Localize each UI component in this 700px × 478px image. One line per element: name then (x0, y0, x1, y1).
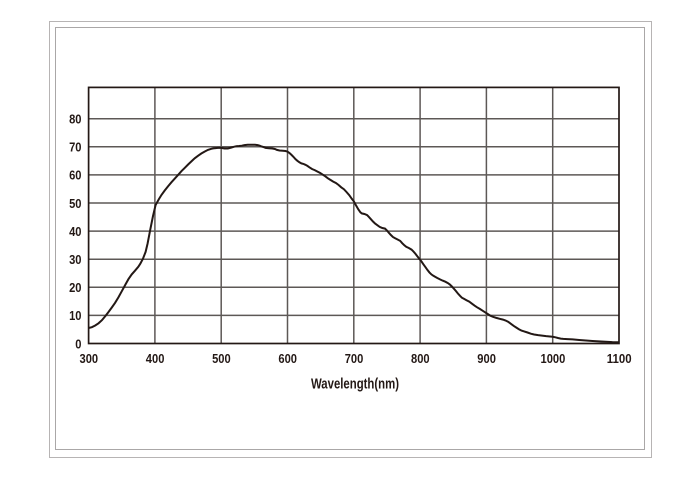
svg-text:40: 40 (69, 225, 81, 239)
svg-text:30: 30 (69, 253, 81, 267)
svg-text:60: 60 (69, 169, 81, 183)
svg-text:700: 700 (345, 352, 364, 366)
svg-text:600: 600 (278, 352, 297, 366)
svg-text:Wavelength(nm): Wavelength(nm) (311, 377, 399, 393)
svg-text:800: 800 (411, 352, 430, 366)
svg-text:900: 900 (477, 352, 496, 366)
svg-text:1100: 1100 (607, 352, 632, 366)
svg-text:70: 70 (69, 141, 81, 155)
svg-text:0: 0 (75, 337, 81, 351)
svg-text:80: 80 (69, 113, 81, 127)
svg-text:20: 20 (69, 281, 81, 295)
svg-text:300: 300 (80, 352, 99, 366)
svg-text:50: 50 (69, 197, 81, 211)
svg-text:500: 500 (212, 352, 231, 366)
svg-text:1000: 1000 (541, 352, 566, 366)
svg-text:10: 10 (69, 309, 81, 323)
svg-text:400: 400 (146, 352, 165, 366)
